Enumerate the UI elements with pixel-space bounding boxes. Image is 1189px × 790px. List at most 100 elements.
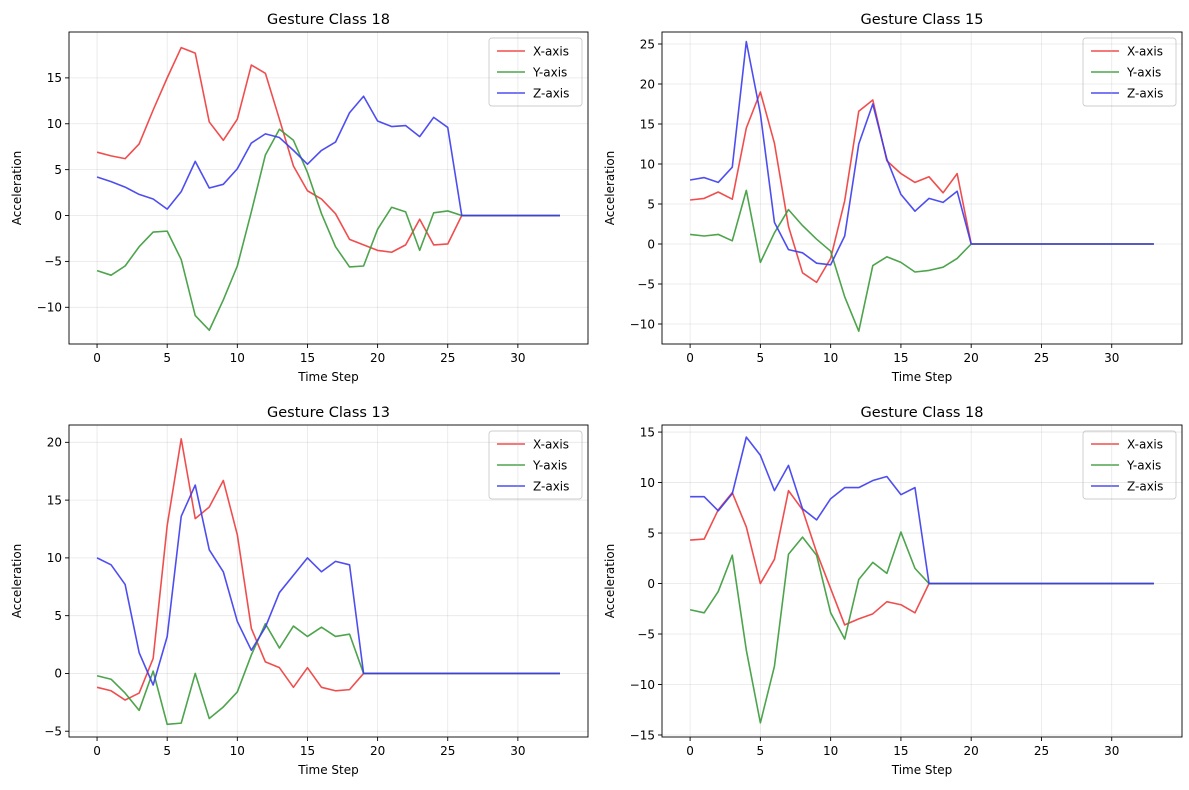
legend-label-x: X-axis (533, 437, 569, 451)
chart-title: Gesture Class 13 (267, 405, 390, 421)
y-tick-label: −10 (37, 301, 62, 315)
series-line-z-axis (96, 484, 560, 686)
y-tick-label: −5 (44, 725, 62, 739)
y-tick-label: −10 (630, 317, 655, 331)
x-tick-label: 20 (370, 351, 385, 365)
y-tick-label: 5 (54, 609, 62, 623)
legend-label-y: Y-axis (1126, 458, 1161, 472)
legend-label-y: Y-axis (532, 65, 567, 79)
y-tick-label: 10 (640, 157, 655, 171)
y-tick-label: 5 (647, 526, 655, 540)
legend-label-y: Y-axis (1126, 65, 1161, 79)
x-axis-label: Time Step (891, 370, 953, 384)
y-tick-label: −15 (630, 728, 655, 742)
x-tick-label: 15 (893, 744, 908, 758)
x-tick-label: 10 (823, 744, 838, 758)
y-tick-label: 20 (47, 436, 62, 450)
y-tick-label: 0 (54, 209, 62, 223)
x-tick-label: 5 (757, 351, 765, 365)
plot-frame (661, 31, 1183, 345)
chart-title: Gesture Class 18 (861, 405, 984, 421)
x-axis-label: Time Step (297, 763, 359, 777)
x-tick-label: 30 (1104, 744, 1119, 758)
legend-label-x: X-axis (533, 44, 569, 58)
grid (69, 425, 588, 737)
x-tick-label: 30 (1104, 351, 1119, 365)
x-tick-label: 0 (686, 351, 694, 365)
legend-label-z: Z-axis (1127, 479, 1163, 493)
y-tick-label: −5 (44, 255, 62, 269)
x-tick-label: 20 (964, 351, 979, 365)
y-tick-label: 15 (640, 425, 655, 439)
series-line-z-axis (689, 40, 1154, 266)
x-tick-label: 10 (823, 351, 838, 365)
x-tick-label: 5 (163, 744, 171, 758)
y-tick-label: 0 (54, 667, 62, 681)
legend-box (488, 430, 583, 500)
x-tick-label: 25 (1034, 744, 1049, 758)
legend-box (488, 37, 583, 107)
x-tick-label: 5 (163, 351, 171, 365)
series-lines (689, 436, 1154, 724)
x-tick-label: 20 (370, 744, 385, 758)
y-tick-label: −10 (630, 678, 655, 692)
legend (488, 37, 583, 107)
y-tick-label: 15 (640, 117, 655, 131)
grid (662, 425, 1182, 737)
y-tick-label: 10 (640, 476, 655, 490)
y-axis-label: Acceleration (603, 544, 617, 619)
x-tick-label: 30 (510, 744, 525, 758)
chart-title: Gesture Class 18 (267, 12, 390, 28)
x-tick-label: 20 (964, 744, 979, 758)
x-tick-label: 10 (230, 744, 245, 758)
y-tick-label: 10 (47, 117, 62, 131)
chart-panel-4: Gesture Class 18 Time Step Acceleration … (603, 405, 1183, 777)
x-tick-label: 10 (230, 351, 245, 365)
series-lines (96, 438, 560, 726)
series-lines (96, 46, 560, 332)
legend-label-z: Z-axis (533, 86, 569, 100)
x-tick-label: 25 (440, 744, 455, 758)
grid (69, 32, 588, 344)
series-line-z-axis (690, 436, 1154, 585)
x-tick-label: 15 (300, 351, 315, 365)
y-tick-label: 5 (647, 197, 655, 211)
legend (1082, 430, 1177, 500)
x-tick-label: 0 (93, 351, 101, 365)
y-tick-label: 0 (647, 237, 655, 251)
y-tick-label: −5 (637, 627, 655, 641)
chart-panel-3: Gesture Class 13 Time Step Acceleration … (10, 405, 589, 777)
x-tick-label: 25 (1034, 351, 1049, 365)
legend-label-x: X-axis (1127, 437, 1163, 451)
x-tick-label: 25 (440, 351, 455, 365)
x-axis-label: Time Step (297, 370, 359, 384)
plot-frame (661, 424, 1183, 738)
plot-frame (68, 31, 589, 345)
y-tick-label: 0 (647, 577, 655, 591)
y-axis-label: Acceleration (603, 151, 617, 226)
x-tick-label: 15 (300, 744, 315, 758)
legend-label-z: Z-axis (533, 479, 569, 493)
y-tick-label: 15 (47, 493, 62, 507)
x-tick-label: 5 (757, 744, 765, 758)
chart-panel-2: Gesture Class 15 Time Step Acceleration … (603, 12, 1183, 384)
y-tick-label: 10 (47, 551, 62, 565)
x-tick-label: 15 (893, 351, 908, 365)
chart-panel-1: Gesture Class 18 Time Step Acceleration … (10, 12, 589, 384)
legend-label-y: Y-axis (532, 458, 567, 472)
y-axis-label: Acceleration (10, 544, 24, 619)
y-axis-label: Acceleration (10, 151, 24, 226)
legend-label-x: X-axis (1127, 44, 1163, 58)
legend (1082, 37, 1177, 107)
x-tick-label: 0 (686, 744, 694, 758)
y-tick-label: 15 (47, 71, 62, 85)
y-tick-label: 20 (640, 77, 655, 91)
legend (488, 430, 583, 500)
plot-frame (68, 424, 589, 738)
y-tick-label: −5 (637, 277, 655, 291)
series-line-z-axis (96, 95, 560, 217)
chart-title: Gesture Class 15 (861, 12, 984, 28)
legend-box (1082, 37, 1177, 107)
